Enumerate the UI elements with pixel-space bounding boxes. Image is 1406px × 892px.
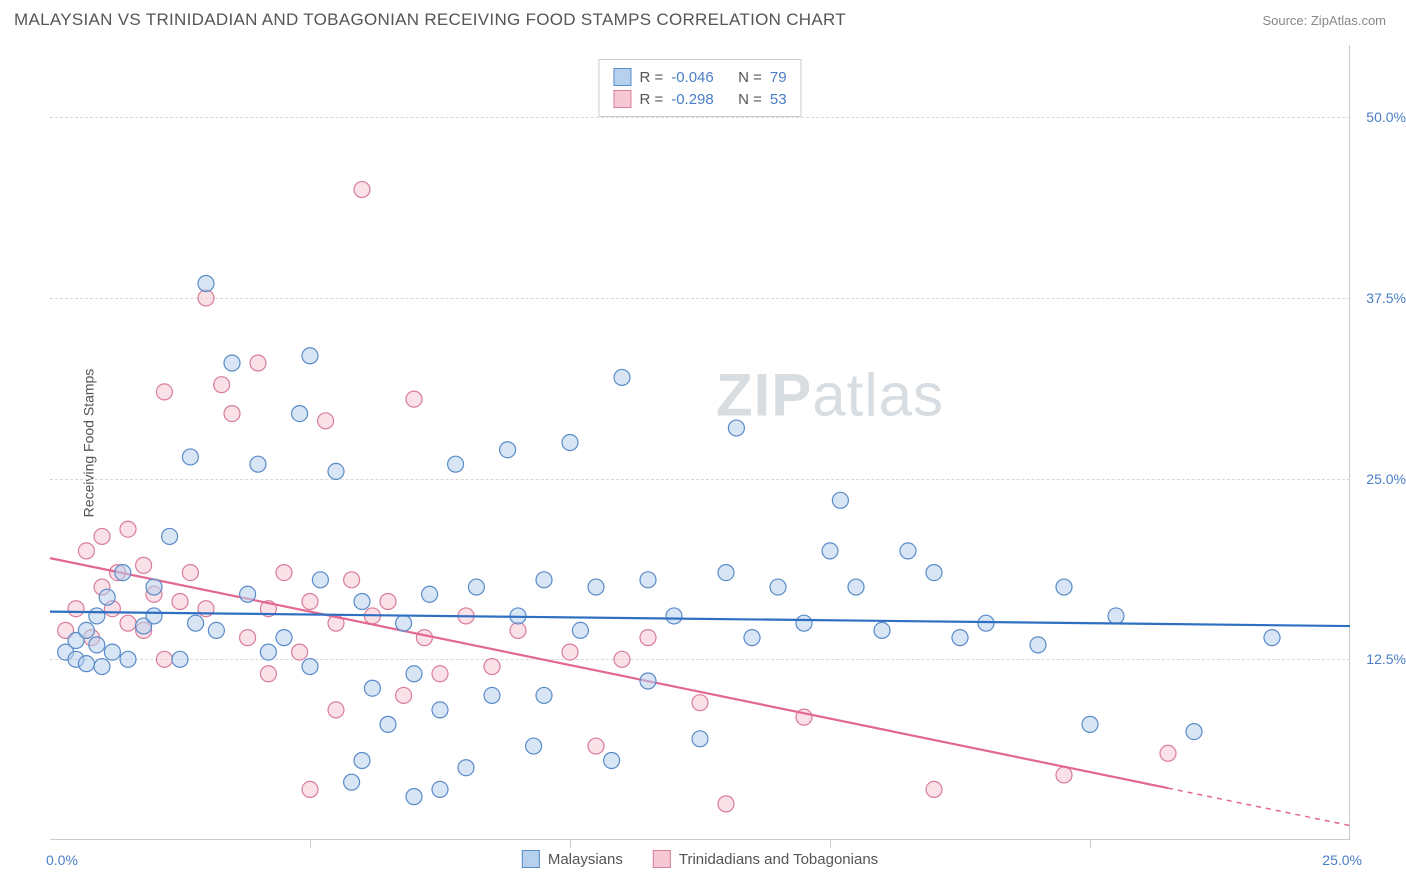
legend-row-blue: R = -0.046 N = 79 [613,66,786,88]
y-tick-label: 50.0% [1366,109,1406,125]
n-value-pink: 53 [770,91,787,108]
y-tick-label: 37.5% [1366,290,1406,306]
r-value-blue: -0.046 [671,69,714,86]
r-label: R = [639,69,663,86]
x-axis-min-label: 0.0% [46,852,78,868]
r-label: R = [639,91,663,108]
x-axis-max-label: 25.0% [1322,852,1362,868]
legend-item-blue: Malaysians [522,850,623,868]
legend-label-blue: Malaysians [548,851,623,868]
source-attribution: Source: ZipAtlas.com [1262,13,1386,28]
legend-label-pink: Trinidadians and Tobagonians [679,851,878,868]
swatch-blue [613,68,631,86]
r-value-pink: -0.298 [671,91,714,108]
legend-row-pink: R = -0.298 N = 53 [613,88,786,110]
legend-item-pink: Trinidadians and Tobagonians [653,850,878,868]
chart-area: Receiving Food Stamps 12.5%25.0%37.5%50.… [50,45,1350,840]
n-label: N = [738,91,762,108]
series-legend: Malaysians Trinidadians and Tobagonians [522,850,878,868]
y-tick-label: 12.5% [1366,651,1406,667]
chart-title: MALAYSIAN VS TRINIDADIAN AND TOBAGONIAN … [14,10,846,30]
correlation-legend: R = -0.046 N = 79 R = -0.298 N = 53 [598,59,801,117]
swatch-pink-2 [653,850,671,868]
scatter-plot-svg [50,45,1350,840]
y-tick-label: 25.0% [1366,471,1406,487]
n-value-blue: 79 [770,69,787,86]
swatch-blue-2 [522,850,540,868]
swatch-pink [613,90,631,108]
n-label: N = [738,69,762,86]
